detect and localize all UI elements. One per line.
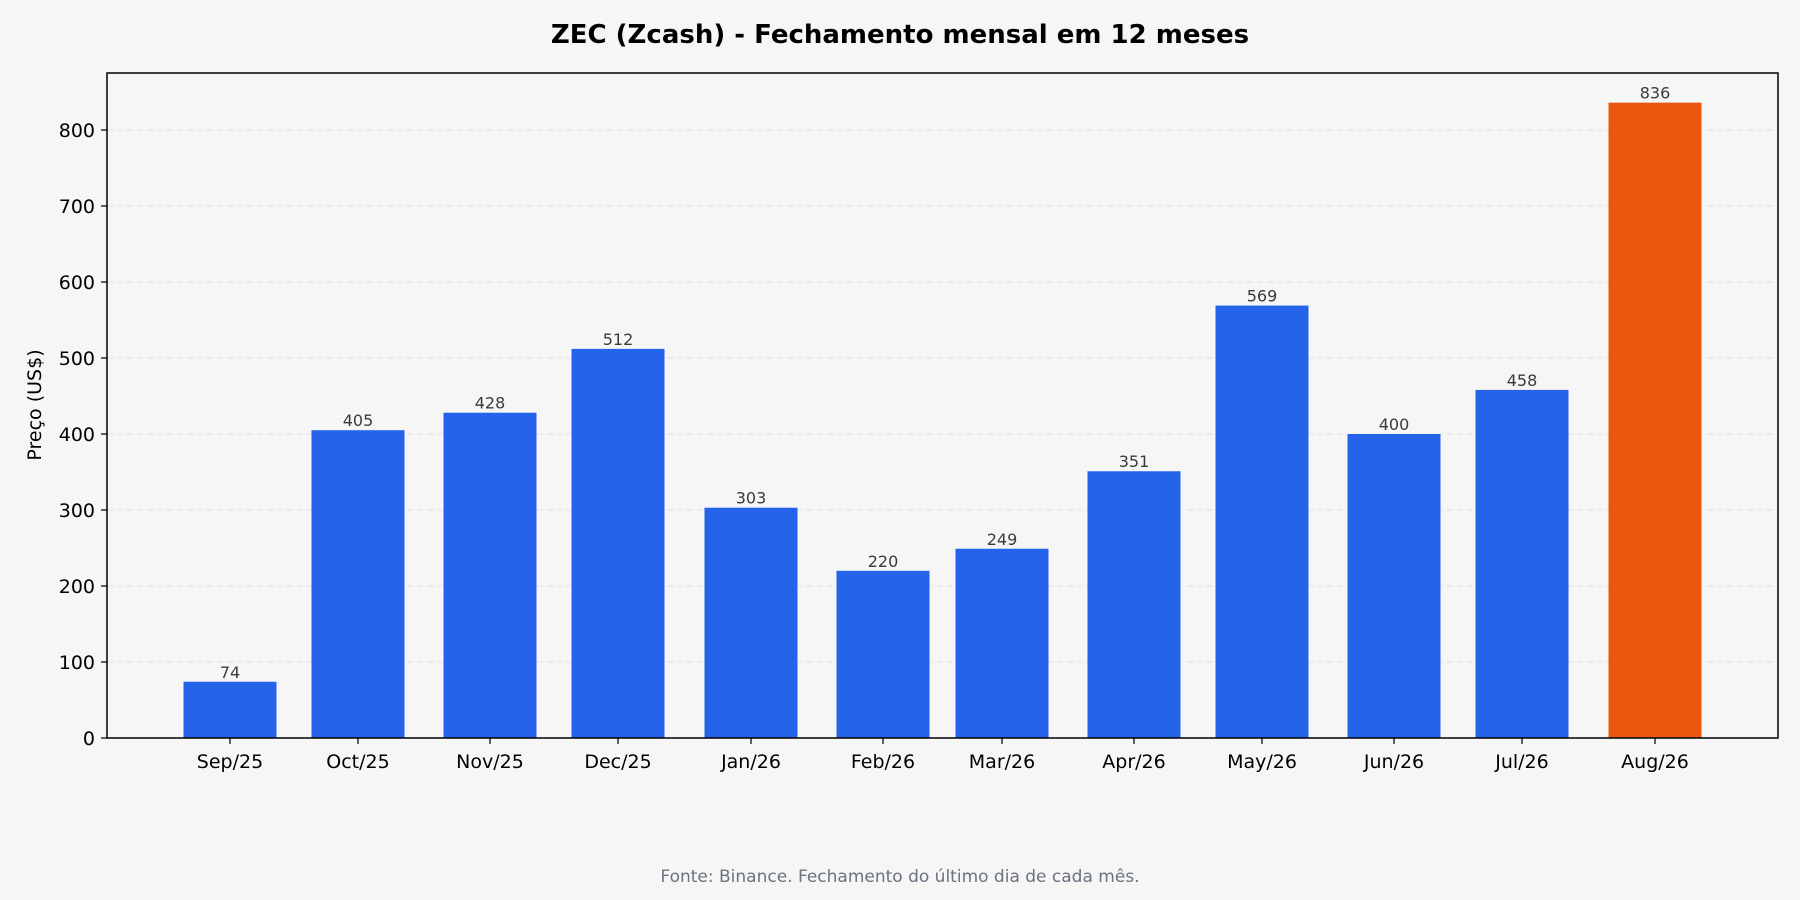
x-tick-label: Oct/25 [326, 751, 389, 773]
bar-jul-26 [1475, 389, 1569, 738]
bar-jun-26 [1347, 434, 1441, 738]
bar-oct-25 [311, 430, 405, 738]
bars-layer [183, 102, 1702, 738]
data-label: 220 [868, 552, 899, 571]
bar-sep-25 [183, 681, 277, 738]
y-axis-ticks: 0 100 200 300 400 500 600 700 800 [59, 120, 107, 750]
x-tick-label: Jan/26 [720, 751, 781, 773]
bar-apr-26 [1087, 471, 1181, 738]
bar-aug-26 [1608, 102, 1702, 738]
data-label: 249 [987, 530, 1018, 549]
data-label: 303 [736, 489, 767, 508]
x-tick-label: Feb/26 [851, 751, 915, 773]
data-label: 569 [1247, 287, 1278, 306]
y-tick-label: 800 [59, 120, 95, 142]
y-tick-label: 0 [83, 728, 95, 750]
y-tick-label: 700 [59, 196, 95, 218]
chart-title: ZEC (Zcash) - Fechamento mensal em 12 me… [551, 20, 1249, 50]
x-tick-label: Apr/26 [1102, 751, 1165, 773]
x-tick-label: Sep/25 [197, 751, 263, 773]
y-tick-label: 100 [59, 652, 95, 674]
source-note: Fonte: Binance. Fechamento do último dia… [660, 867, 1139, 887]
data-label: 428 [475, 394, 506, 413]
x-tick-label: May/26 [1227, 751, 1297, 773]
y-tick-label: 200 [59, 576, 95, 598]
bar-mar-26 [955, 548, 1049, 738]
x-tick-label: Nov/25 [456, 751, 524, 773]
x-axis-ticks: Sep/25 Oct/25 Nov/25 Dec/25 Jan/26 Feb/26 Mar/… [197, 738, 1689, 773]
data-label: 351 [1119, 452, 1150, 471]
x-tick-label: Aug/26 [1621, 751, 1689, 773]
data-label: 405 [343, 411, 374, 430]
y-tick-label: 600 [59, 272, 95, 294]
x-tick-label: Jul/26 [1494, 751, 1549, 773]
y-tick-label: 400 [59, 424, 95, 446]
plot-frame [106, 72, 1779, 739]
bar-dec-25 [571, 348, 665, 738]
data-labels-layer: 74 405 428 512 303 220 249 351 569 400 458 836 [220, 84, 1670, 682]
bar-nov-25 [443, 412, 537, 738]
x-tick-label: Dec/25 [584, 751, 651, 773]
data-label: 836 [1640, 84, 1671, 103]
bar-jan-26 [704, 507, 798, 738]
data-label: 458 [1507, 371, 1538, 390]
data-label: 512 [603, 330, 634, 349]
data-label: 400 [1379, 415, 1410, 434]
y-axis-label: Preço (US$) [24, 349, 46, 460]
data-label: 74 [220, 663, 240, 682]
bar-may-26 [1215, 305, 1309, 738]
y-tick-label: 300 [59, 500, 95, 522]
y-tick-label: 500 [59, 348, 95, 370]
bar-feb-26 [836, 570, 930, 738]
x-tick-label: Mar/26 [969, 751, 1035, 773]
x-tick-label: Jun/26 [1363, 751, 1424, 773]
